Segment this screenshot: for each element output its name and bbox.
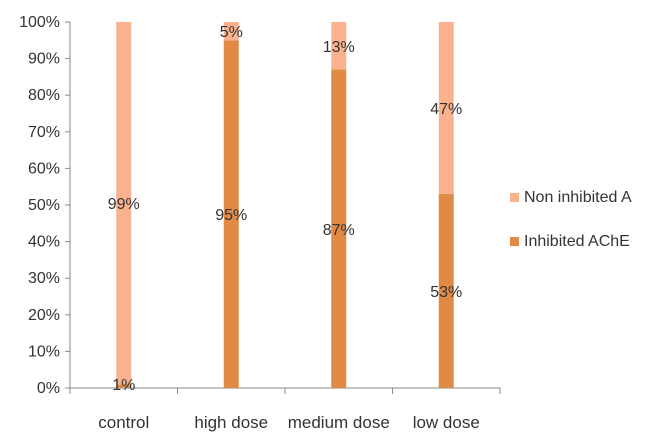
- data-label: 53%: [430, 284, 462, 301]
- y-tick-label: 0%: [37, 380, 60, 397]
- legend: Non inhibited A Inhibited AChE: [510, 189, 632, 250]
- y-tick-label: 100%: [19, 14, 60, 31]
- y-tick-label: 20%: [28, 307, 60, 324]
- y-tick-label: 80%: [28, 87, 60, 104]
- x-category-label: medium dose: [288, 413, 390, 432]
- bar-segment: [223, 22, 239, 41]
- bar-segment: [438, 194, 454, 388]
- y-tick-label: 40%: [28, 234, 60, 251]
- bar-segment: [116, 22, 132, 385]
- legend-label: Non inhibited A: [524, 189, 632, 206]
- data-label: 1%: [112, 377, 135, 394]
- bar-segment: [331, 69, 347, 388]
- data-label: 99%: [108, 196, 140, 213]
- bar-segment: [438, 22, 454, 195]
- data-label: 13%: [323, 39, 355, 56]
- y-tick-label: 60%: [28, 160, 60, 177]
- x-category-label: high dose: [194, 413, 268, 432]
- data-label: 47%: [430, 101, 462, 118]
- legend-swatch: [510, 193, 519, 202]
- legend-swatch: [510, 237, 519, 246]
- y-tick-label: 70%: [28, 124, 60, 141]
- bar-segment: [116, 384, 132, 388]
- y-tick-label: 50%: [28, 197, 60, 214]
- bar-segment: [331, 22, 347, 70]
- data-label: 95%: [215, 207, 247, 224]
- y-tick-label: 90%: [28, 51, 60, 68]
- x-category-label: control: [98, 413, 149, 432]
- data-label: 87%: [323, 222, 355, 239]
- legend-label: Inhibited AChE: [524, 233, 630, 250]
- axes: 0% 10% 20% 30% 40% 50% 60% 70% 80% 90% 100% control…: [19, 14, 501, 432]
- y-tick-label: 30%: [28, 270, 60, 287]
- y-tick-label: 10%: [28, 343, 60, 360]
- bars: [116, 22, 454, 389]
- bar-segment: [223, 40, 239, 389]
- x-category-label: low dose: [413, 413, 480, 432]
- data-label: 5%: [220, 24, 243, 41]
- data-labels: 1% 99% 95% 5% 87% 13% 53% 47%: [108, 24, 463, 394]
